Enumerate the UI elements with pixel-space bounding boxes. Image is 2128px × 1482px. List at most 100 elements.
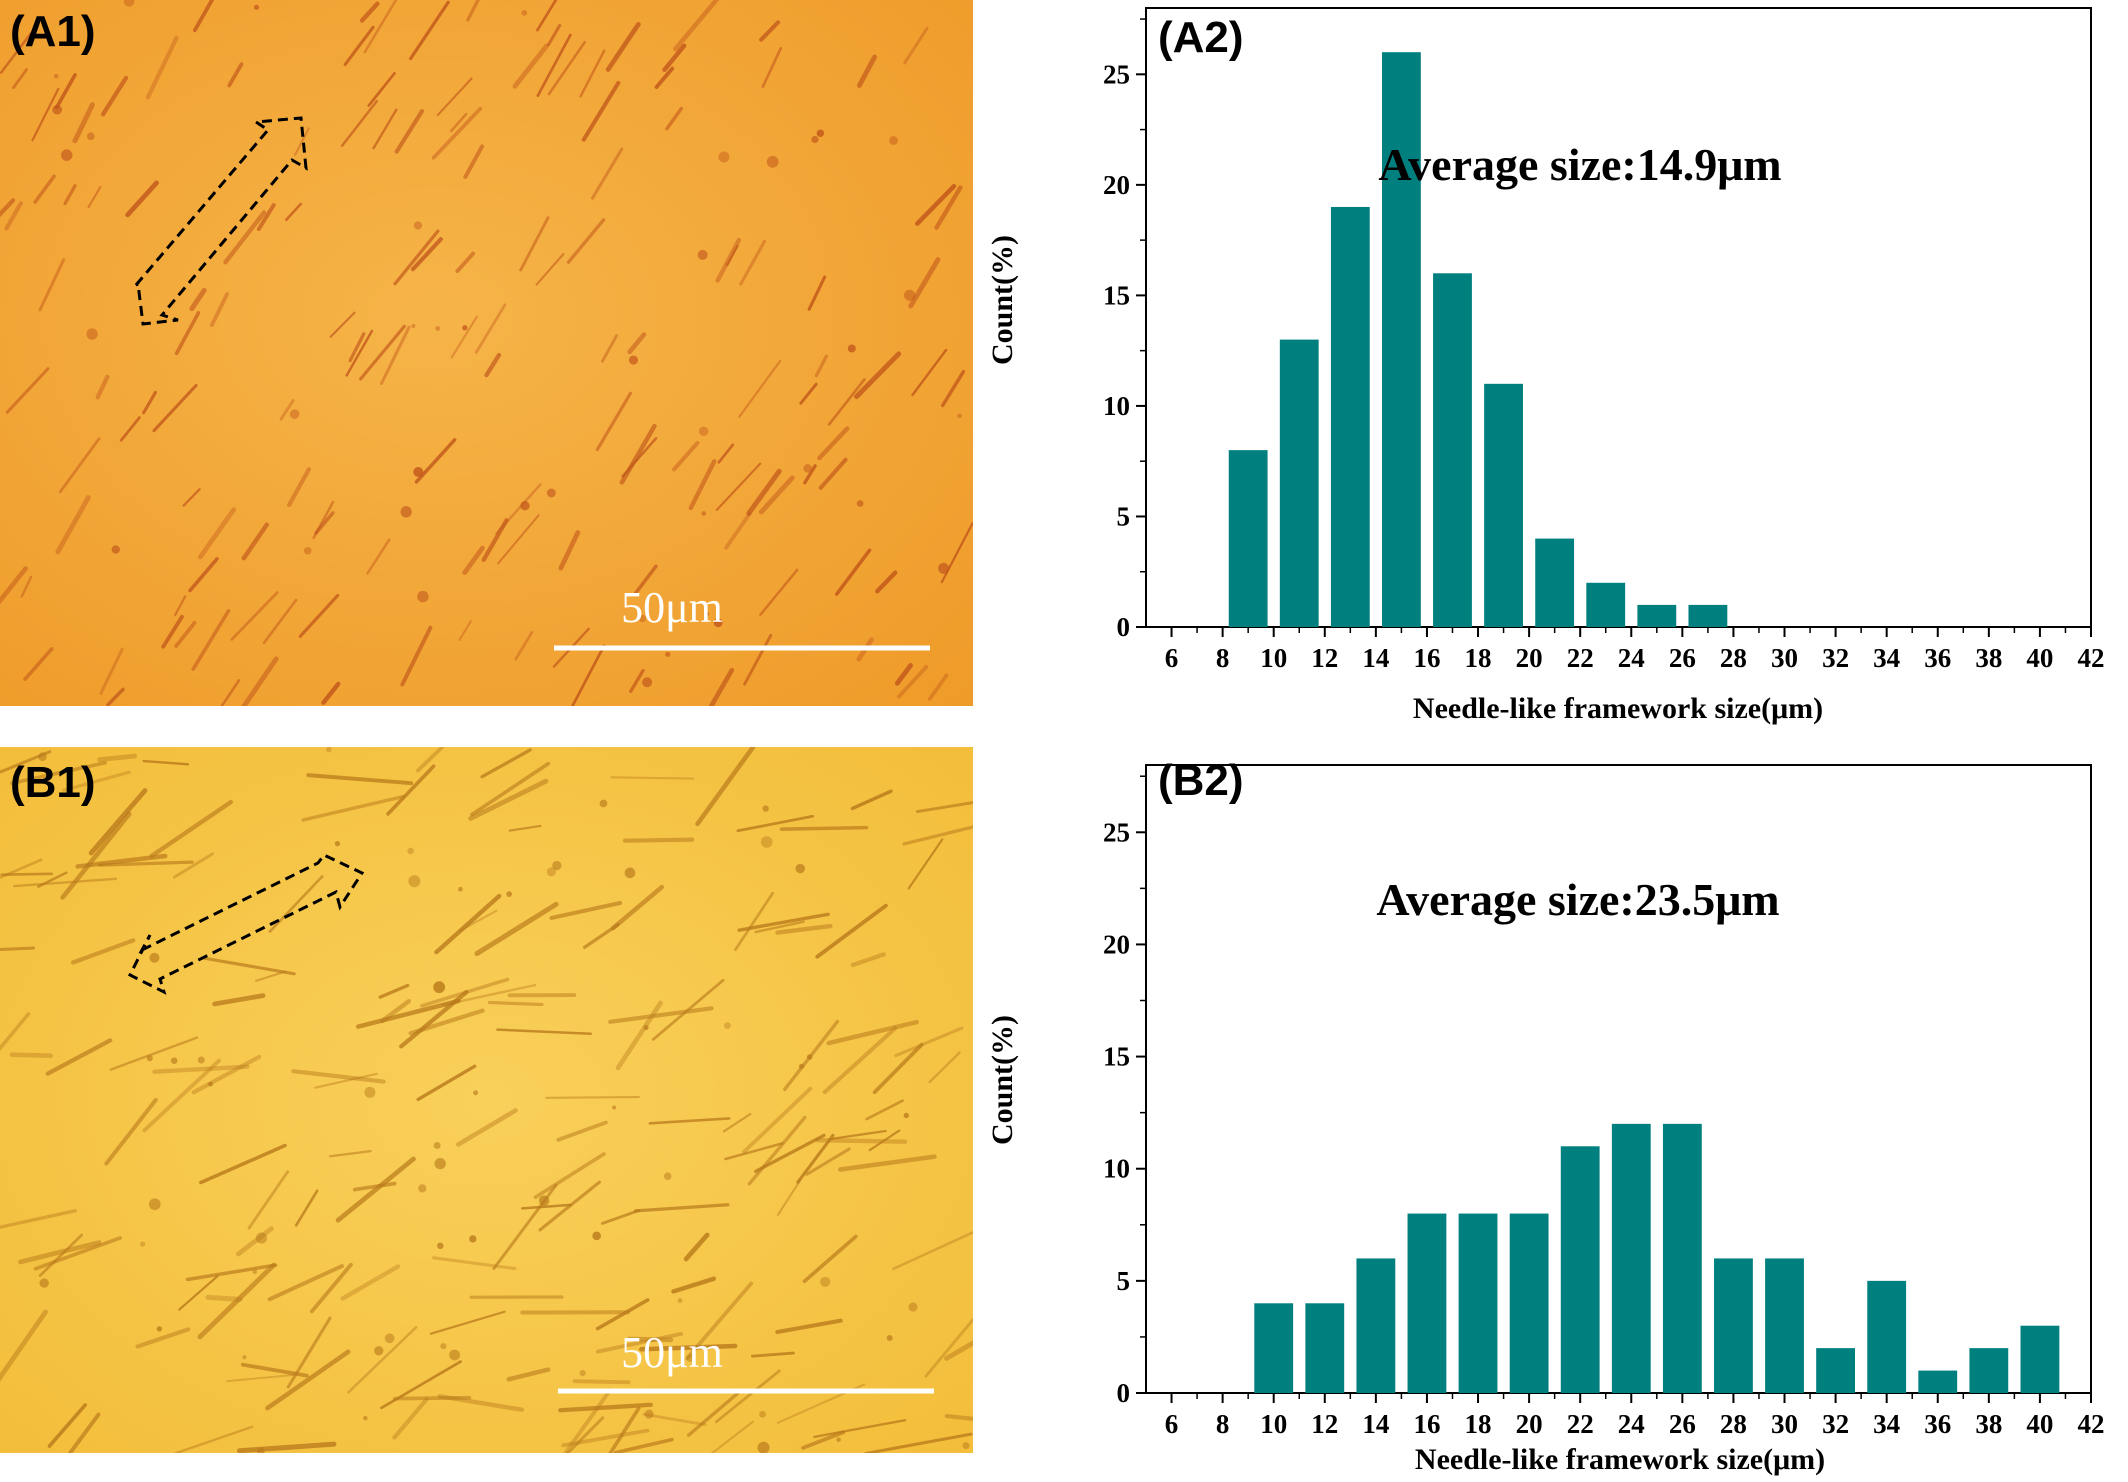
particle-dot (435, 326, 440, 331)
particle-dot (469, 1235, 476, 1242)
particle-dot (61, 149, 72, 160)
bar-23 (1586, 583, 1625, 627)
particle-dot (547, 867, 556, 876)
particle-dot (761, 836, 773, 848)
particle-dot (759, 1411, 766, 1418)
particle-dot (699, 427, 708, 436)
x-tick-label: 32 (1822, 1409, 1849, 1439)
scale-bar-label-a1: 50μm (621, 583, 723, 632)
x-tick-label: 12 (1311, 643, 1338, 673)
x-tick-label: 30 (1771, 1409, 1798, 1439)
particle-dot (112, 545, 120, 553)
particle-dot (171, 1057, 177, 1063)
particle-dot (625, 868, 636, 879)
particle-dot (254, 5, 259, 10)
needle-crystal (625, 840, 692, 841)
x-tick-label: 10 (1260, 1409, 1287, 1439)
x-tick-label: 42 (2078, 643, 2105, 673)
particle-dot (407, 848, 414, 855)
bar-21 (1535, 539, 1574, 627)
particle-dot (678, 1298, 683, 1303)
y-tick-label: 15 (1103, 280, 1130, 310)
x-tick-label: 10 (1260, 643, 1287, 673)
particle-dot (807, 1054, 813, 1060)
bar-27 (1688, 605, 1727, 627)
bar-9 (1229, 450, 1268, 627)
particle-dot (539, 1195, 549, 1205)
panel-label-b2: (B2) (1158, 756, 1244, 805)
particle-dot (848, 344, 856, 352)
particle-dot (462, 325, 467, 330)
particle-dot (256, 1233, 267, 1244)
average-size-annotation: Average size:23.5μm (1376, 874, 1779, 925)
scale-bar-label-b1: 50μm (621, 1328, 723, 1377)
y-tick-label: 10 (1103, 1154, 1130, 1184)
particle-dot (938, 563, 949, 574)
bar-26 (1663, 1124, 1702, 1393)
needle-crystal (781, 828, 866, 829)
particle-dot (762, 805, 768, 811)
bar-16 (1408, 1214, 1447, 1393)
x-tick-label: 38 (1975, 1409, 2002, 1439)
particle-dot (52, 105, 62, 115)
particle-dot (521, 10, 527, 16)
particle-dot (889, 136, 898, 145)
x-tick-label: 32 (1822, 643, 1849, 673)
particle-dot (580, 1370, 586, 1376)
needle-crystal (208, 1297, 240, 1299)
average-size-annotation: Average size:14.9μm (1378, 139, 1781, 190)
bar-32 (1816, 1348, 1855, 1393)
x-tick-label: 22 (1567, 1409, 1594, 1439)
y-tick-label: 25 (1103, 817, 1130, 847)
particle-dot (644, 1025, 649, 1030)
particle-dot (435, 1158, 446, 1169)
particle-dot (290, 409, 300, 419)
particle-dot (664, 1172, 672, 1180)
x-tick-label: 14 (1362, 643, 1389, 673)
particle-dot (592, 1231, 601, 1240)
x-tick-label: 24 (1618, 643, 1645, 673)
x-tick-label: 8 (1216, 1409, 1230, 1439)
y-axis-title: Count(%) (986, 235, 1019, 365)
y-tick-label: 0 (1117, 1378, 1131, 1408)
x-tick-label: 30 (1771, 643, 1798, 673)
particle-dot (817, 130, 824, 137)
bar-10 (1254, 1303, 1293, 1393)
x-tick-label: 22 (1567, 643, 1594, 673)
y-tick-label: 20 (1103, 170, 1130, 200)
particle-dot (506, 891, 512, 897)
bar-30 (1765, 1258, 1804, 1393)
bar-38 (1969, 1348, 2008, 1393)
x-tick-label: 12 (1311, 1409, 1338, 1439)
bar-17 (1433, 273, 1472, 627)
particle-dot (385, 1333, 395, 1343)
particle-dot (304, 547, 312, 555)
particle-dot (701, 511, 706, 516)
bar-40 (2021, 1326, 2060, 1393)
y-tick-label: 0 (1117, 612, 1131, 642)
particle-dot (799, 1064, 804, 1069)
particle-dot (904, 1113, 909, 1118)
bar-22 (1561, 1146, 1600, 1393)
particle-dot (887, 1335, 893, 1341)
particle-dot (904, 290, 915, 301)
particle-dot (600, 800, 608, 808)
particle-dot (408, 875, 420, 887)
particle-dot (363, 1416, 368, 1421)
particle-dot (157, 1326, 162, 1331)
x-tick-label: 28 (1720, 1409, 1747, 1439)
particle-dot (957, 414, 962, 419)
x-tick-label: 26 (1669, 1409, 1696, 1439)
particle-dot (698, 250, 708, 260)
panel-label-a2: (A2) (1158, 13, 1244, 62)
particle-dot (198, 1057, 205, 1064)
x-tick-label: 8 (1216, 643, 1230, 673)
y-tick-label: 5 (1117, 1266, 1131, 1296)
particle-dot (411, 324, 415, 328)
particle-dot (811, 136, 818, 143)
bar-12 (1305, 1303, 1344, 1393)
y-tick-label: 5 (1117, 501, 1131, 531)
x-tick-label: 16 (1413, 643, 1440, 673)
